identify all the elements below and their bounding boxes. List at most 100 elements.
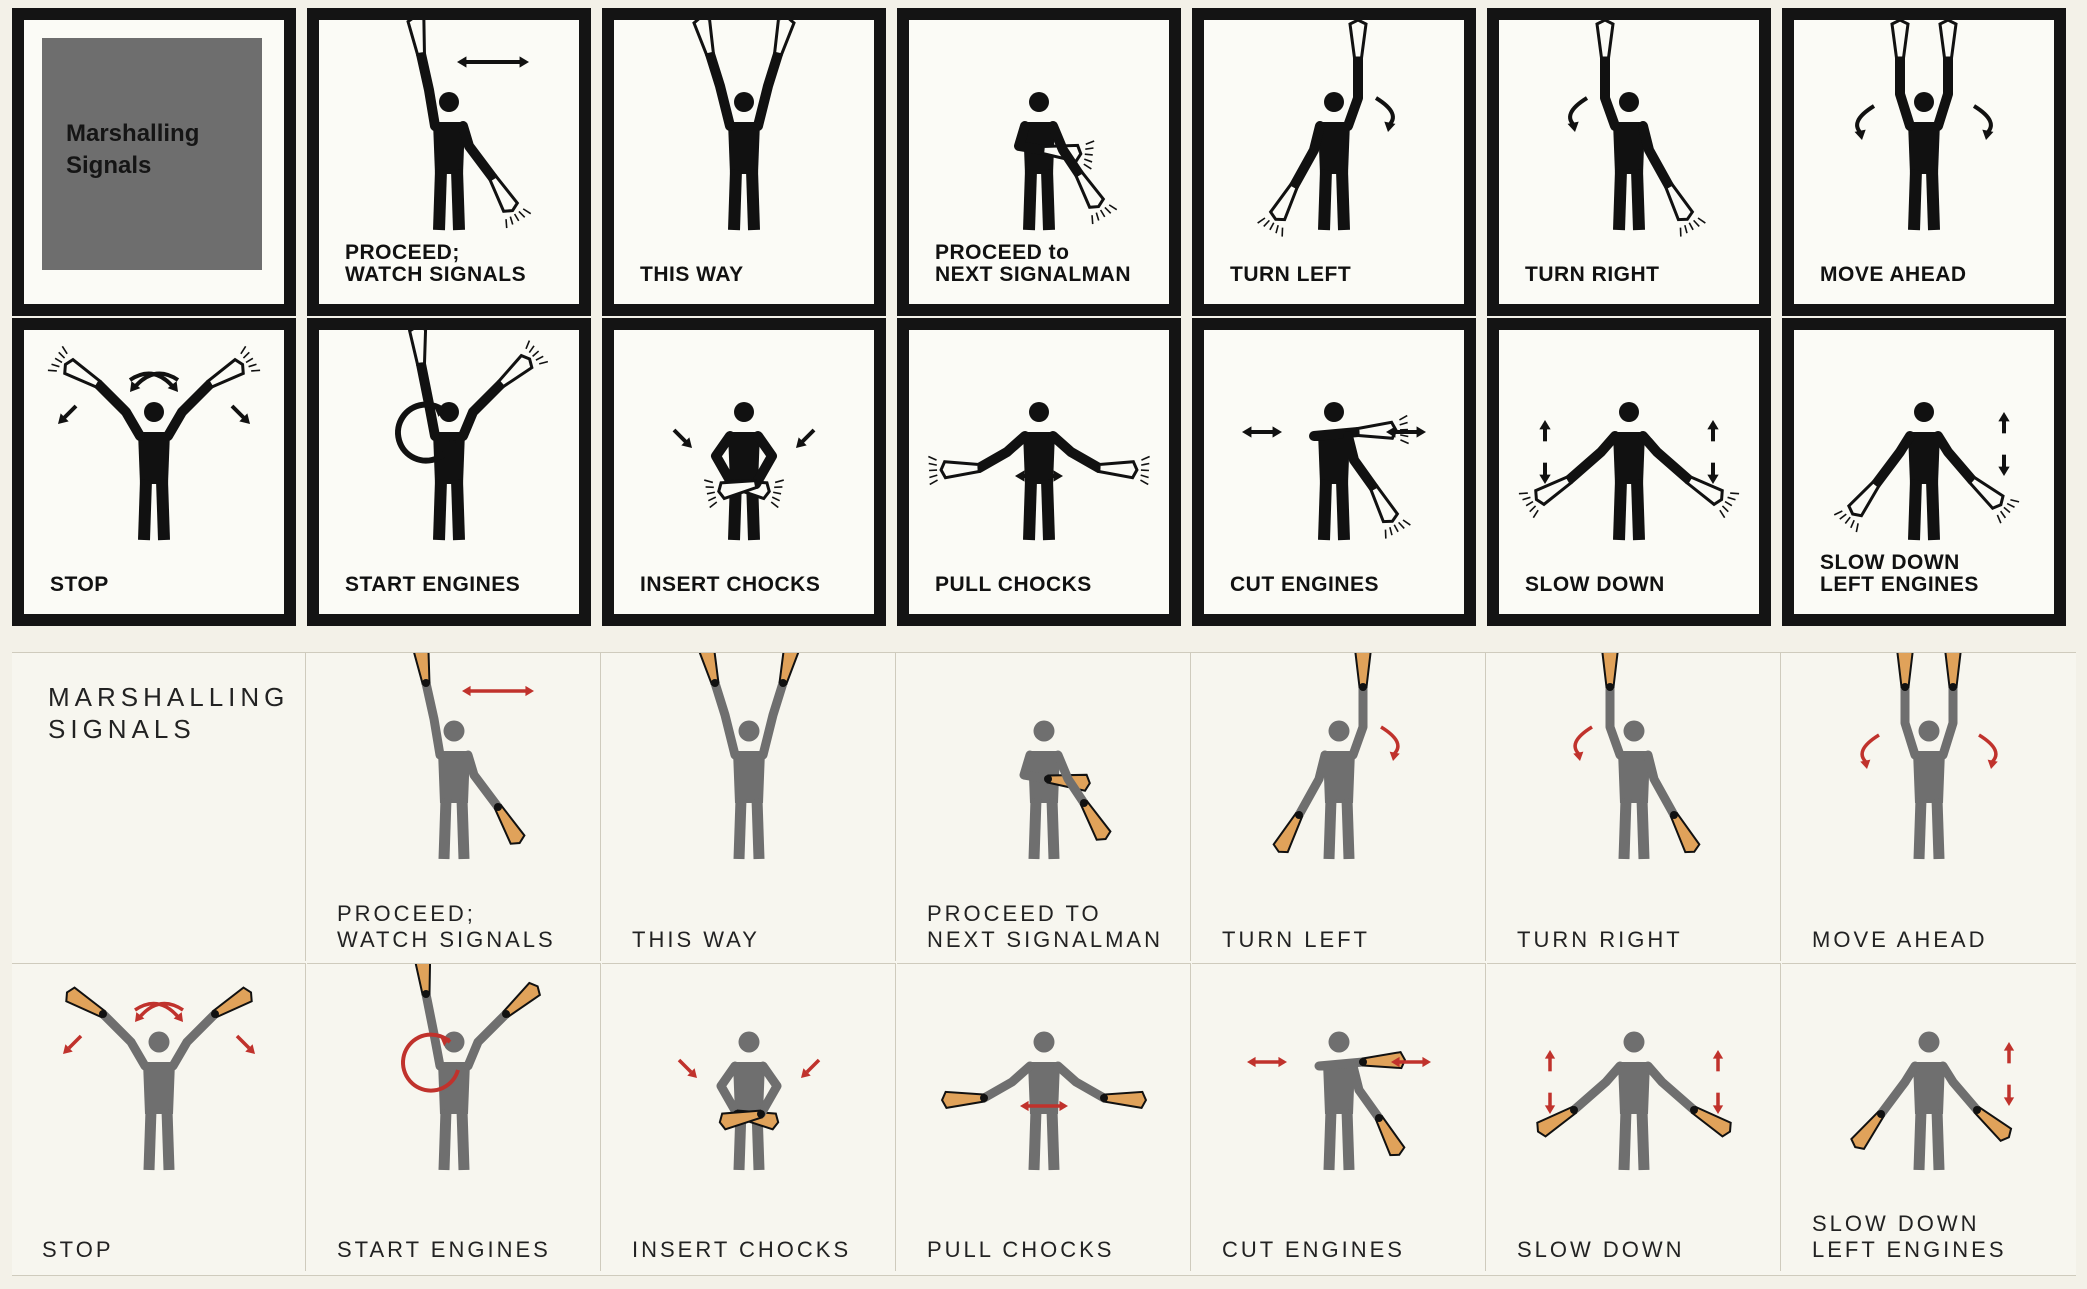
arrow-head-icon (1384, 121, 1396, 132)
top-label-next-signalman: PROCEED to NEXT SIGNALMAN (935, 241, 1131, 286)
wand-ray-icon (58, 351, 66, 359)
wand-ray-icon (1140, 479, 1149, 486)
head-shape (1623, 1031, 1645, 1053)
signalman-figure (1014, 92, 1118, 231)
leg-shape (1336, 479, 1350, 541)
wand-ray-icon (1727, 496, 1736, 501)
bottom-card-cut-engines: CUT ENGINES (1192, 963, 1486, 1271)
leg-shape (143, 1109, 157, 1171)
arm-shape (1643, 750, 1679, 820)
wand-ray-icon (522, 208, 532, 215)
signal-figure-icon (677, 1031, 821, 1171)
diagonal-arrow-icon (805, 1058, 821, 1074)
arm-shape (1294, 750, 1330, 820)
top-label-stop: STOP (50, 573, 109, 596)
leg-shape (1636, 798, 1650, 860)
wand-icon (1268, 182, 1299, 222)
signalman-figure (1518, 402, 1740, 541)
head-shape (439, 92, 459, 112)
wand-ray-icon (1269, 222, 1275, 231)
head-shape (1324, 402, 1344, 422)
top-card-turn-right: TURN RIGHT (1487, 8, 1771, 316)
leg-shape (1631, 169, 1645, 231)
arm-shape (463, 750, 503, 812)
wand-ray-icon (1141, 455, 1150, 461)
arm-shape (168, 1009, 220, 1071)
head-shape (1328, 720, 1350, 742)
leg-shape (746, 169, 760, 231)
arrow-head-icon (2003, 1097, 2015, 1106)
top-label-slow-down: SLOW DOWN (1525, 573, 1665, 596)
leg-shape (751, 798, 765, 860)
leg-shape (1028, 798, 1042, 860)
top-card-slow-down: SLOW DOWN (1487, 318, 1771, 626)
arm-shape (753, 49, 783, 131)
wand-ray-icon (2006, 502, 2015, 508)
arrow-head-icon (434, 406, 445, 417)
arrow-head-icon (173, 1012, 183, 1022)
wand-ray-icon (1855, 523, 1859, 533)
head-shape (738, 1031, 760, 1053)
signalman-figure (1272, 653, 1400, 860)
wand-ray-icon (61, 345, 68, 355)
arm-shape (710, 678, 740, 760)
top-label-pull-chocks: PULL CHOCKS (935, 573, 1092, 596)
crossed-arrow-icon (137, 1001, 184, 1020)
torso-shape (433, 122, 465, 174)
leg-shape (1926, 479, 1940, 541)
arrow-head-icon (1272, 426, 1282, 438)
wand-ray-icon (2003, 506, 2011, 514)
signalman-figure (1854, 20, 1994, 231)
arm-shape (1019, 750, 1053, 784)
torso-shape (1323, 1062, 1355, 1114)
torso-shape (1323, 751, 1355, 803)
leg-shape (456, 798, 470, 860)
wand-ray-icon (1721, 505, 1729, 513)
leg-shape (138, 479, 152, 541)
leg-shape (1636, 1109, 1650, 1171)
diagonal-arrow-icon (800, 428, 816, 444)
wand-icon (692, 20, 716, 57)
curved-arrow-icon (1380, 725, 1400, 757)
signal-figure-icon (1860, 653, 1998, 860)
arrow-head-icon (1987, 759, 1998, 769)
signalman-figure (1257, 20, 1396, 237)
arm-shape (1053, 750, 1089, 808)
bottom-label-start-engines: START ENGINES (337, 1237, 551, 1262)
arm-shape (1900, 682, 1920, 760)
bottom-label-proceed: PROCEED; WATCH SIGNALS (337, 901, 556, 952)
arm-shape (716, 1061, 742, 1119)
wand-grip-icon (1606, 683, 1614, 691)
bottom-card-slow-down-left: SLOW DOWN LEFT ENGINES (1782, 963, 2076, 1271)
wand-ray-icon (1684, 225, 1688, 234)
wand-grip-icon (711, 679, 719, 687)
arrow-head-icon (167, 381, 178, 392)
title-gray-box (42, 38, 262, 270)
wand-icon (406, 20, 426, 57)
wand-ray-icon (1084, 158, 1093, 163)
bottom-card-turn-left: TURN LEFT (1192, 653, 1486, 961)
arm-shape (1605, 682, 1625, 760)
wand-ray-icon (708, 496, 717, 502)
wand-ray-icon (771, 496, 780, 502)
arm-shape (1014, 121, 1048, 155)
arm-shape (1343, 431, 1379, 493)
torso-shape (143, 1062, 175, 1114)
head-shape (734, 92, 754, 112)
arrow-head-icon (1278, 1056, 1287, 1068)
wand-ray-icon (1099, 209, 1106, 218)
curved-arrow-icon (1860, 733, 1880, 765)
signalman-figure (698, 653, 800, 860)
torso-shape (1908, 122, 1940, 174)
leg-shape (438, 798, 452, 860)
leg-shape (1028, 1109, 1042, 1171)
signal-figure-icon (1833, 402, 2020, 541)
diagonal-arrow-icon (677, 1058, 693, 1074)
rotation-arrow-icon (395, 401, 456, 464)
leg-shape (1046, 798, 1060, 860)
arrow-head-icon (1015, 470, 1025, 482)
arrow-head-icon (1573, 751, 1584, 761)
torso-shape (438, 1062, 470, 1114)
arm-shape (1871, 431, 1915, 489)
arrow-head-icon (1707, 420, 1719, 430)
